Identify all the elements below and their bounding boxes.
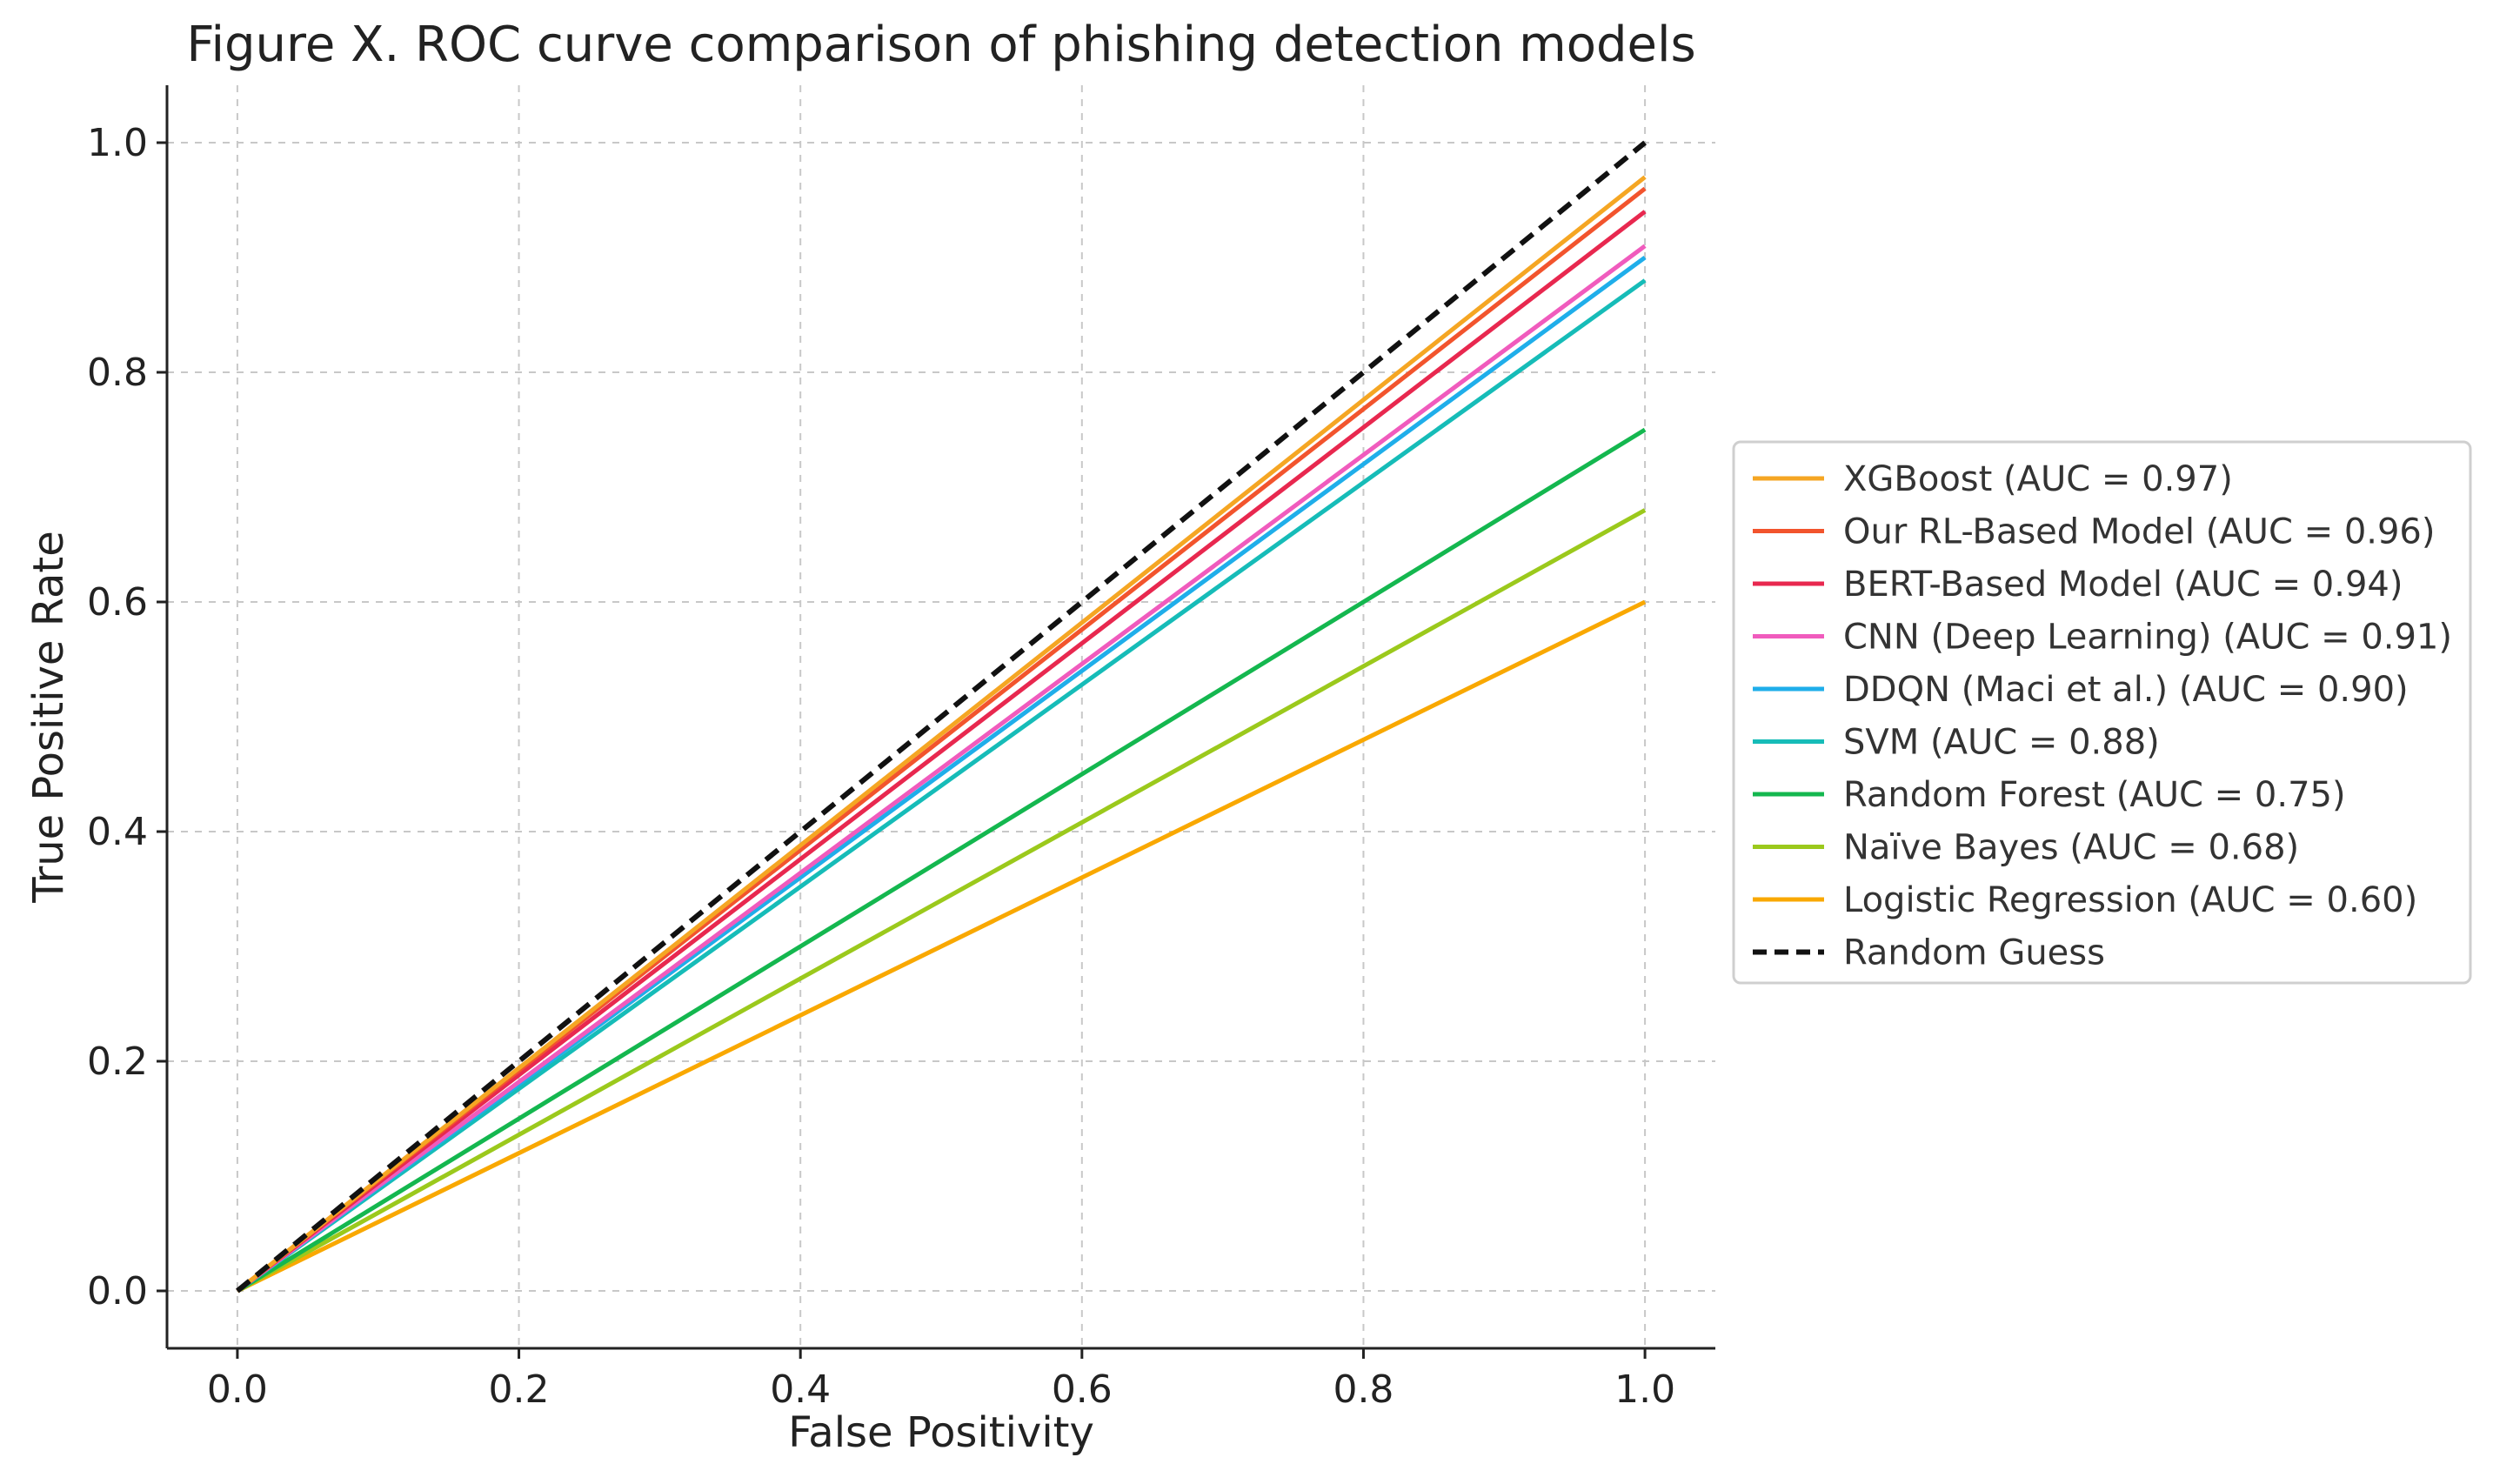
legend-label: BERT-Based Model (AUC = 0.94) xyxy=(1843,565,2403,605)
y-axis-label: True Positive Rate xyxy=(24,531,73,904)
legend-label: XGBoost (AUC = 0.97) xyxy=(1843,459,2233,499)
legend-label: Naïve Bayes (AUC = 0.68) xyxy=(1843,828,2299,868)
legend: XGBoost (AUC = 0.97) Our RL-Based Model (… xyxy=(1732,440,2472,985)
axes xyxy=(165,85,1715,1350)
series-line xyxy=(236,278,1647,1293)
x-tick-label: 0.8 xyxy=(1333,1367,1394,1412)
axis-ticks: 0.0 0.2 0.4 0.6 0.8 1.0 0.0 0.2 0.4 0.6 0.8 1.0 xyxy=(87,121,1675,1412)
grid-lines xyxy=(167,85,1715,1348)
series-line xyxy=(236,175,1647,1293)
y-tick-label: 0.2 xyxy=(87,1039,148,1084)
legend-label: SVM (AUC = 0.88) xyxy=(1843,723,2160,763)
random-guess-line xyxy=(236,140,1647,1293)
y-tick-label: 0.4 xyxy=(87,810,148,854)
series-lines xyxy=(236,140,1647,1293)
x-tick-label: 0.0 xyxy=(207,1367,268,1412)
y-tick-label: 0.6 xyxy=(87,580,148,625)
series-line xyxy=(236,244,1647,1293)
y-tick-label: 0.8 xyxy=(87,351,148,395)
series-line xyxy=(236,427,1647,1293)
series-line xyxy=(236,508,1647,1293)
x-axis-label: False Positivity xyxy=(788,1408,1094,1457)
x-tick-label: 0.4 xyxy=(770,1367,831,1412)
y-tick-label: 0.0 xyxy=(87,1269,148,1314)
legend-label: Logistic Regression (AUC = 0.60) xyxy=(1843,880,2417,920)
legend-label: Our RL-Based Model (AUC = 0.96) xyxy=(1843,512,2436,552)
x-tick-label: 1.0 xyxy=(1614,1367,1675,1412)
y-tick-label: 1.0 xyxy=(87,121,148,165)
x-tick-label: 0.2 xyxy=(489,1367,550,1412)
x-tick-label: 0.6 xyxy=(1052,1367,1113,1412)
series-line xyxy=(236,210,1647,1293)
legend-label: Random Guess xyxy=(1843,933,2105,973)
chart-title: Figure X. ROC curve comparison of phishi… xyxy=(186,17,1695,73)
legend-box xyxy=(1732,440,2472,985)
legend-label: CNN (Deep Learning) (AUC = 0.91) xyxy=(1843,618,2452,658)
legend-label: Random Forest (AUC = 0.75) xyxy=(1843,775,2346,815)
legend-label: DDQN (Maci et al.) (AUC = 0.90) xyxy=(1843,670,2409,710)
series-line xyxy=(236,599,1647,1293)
